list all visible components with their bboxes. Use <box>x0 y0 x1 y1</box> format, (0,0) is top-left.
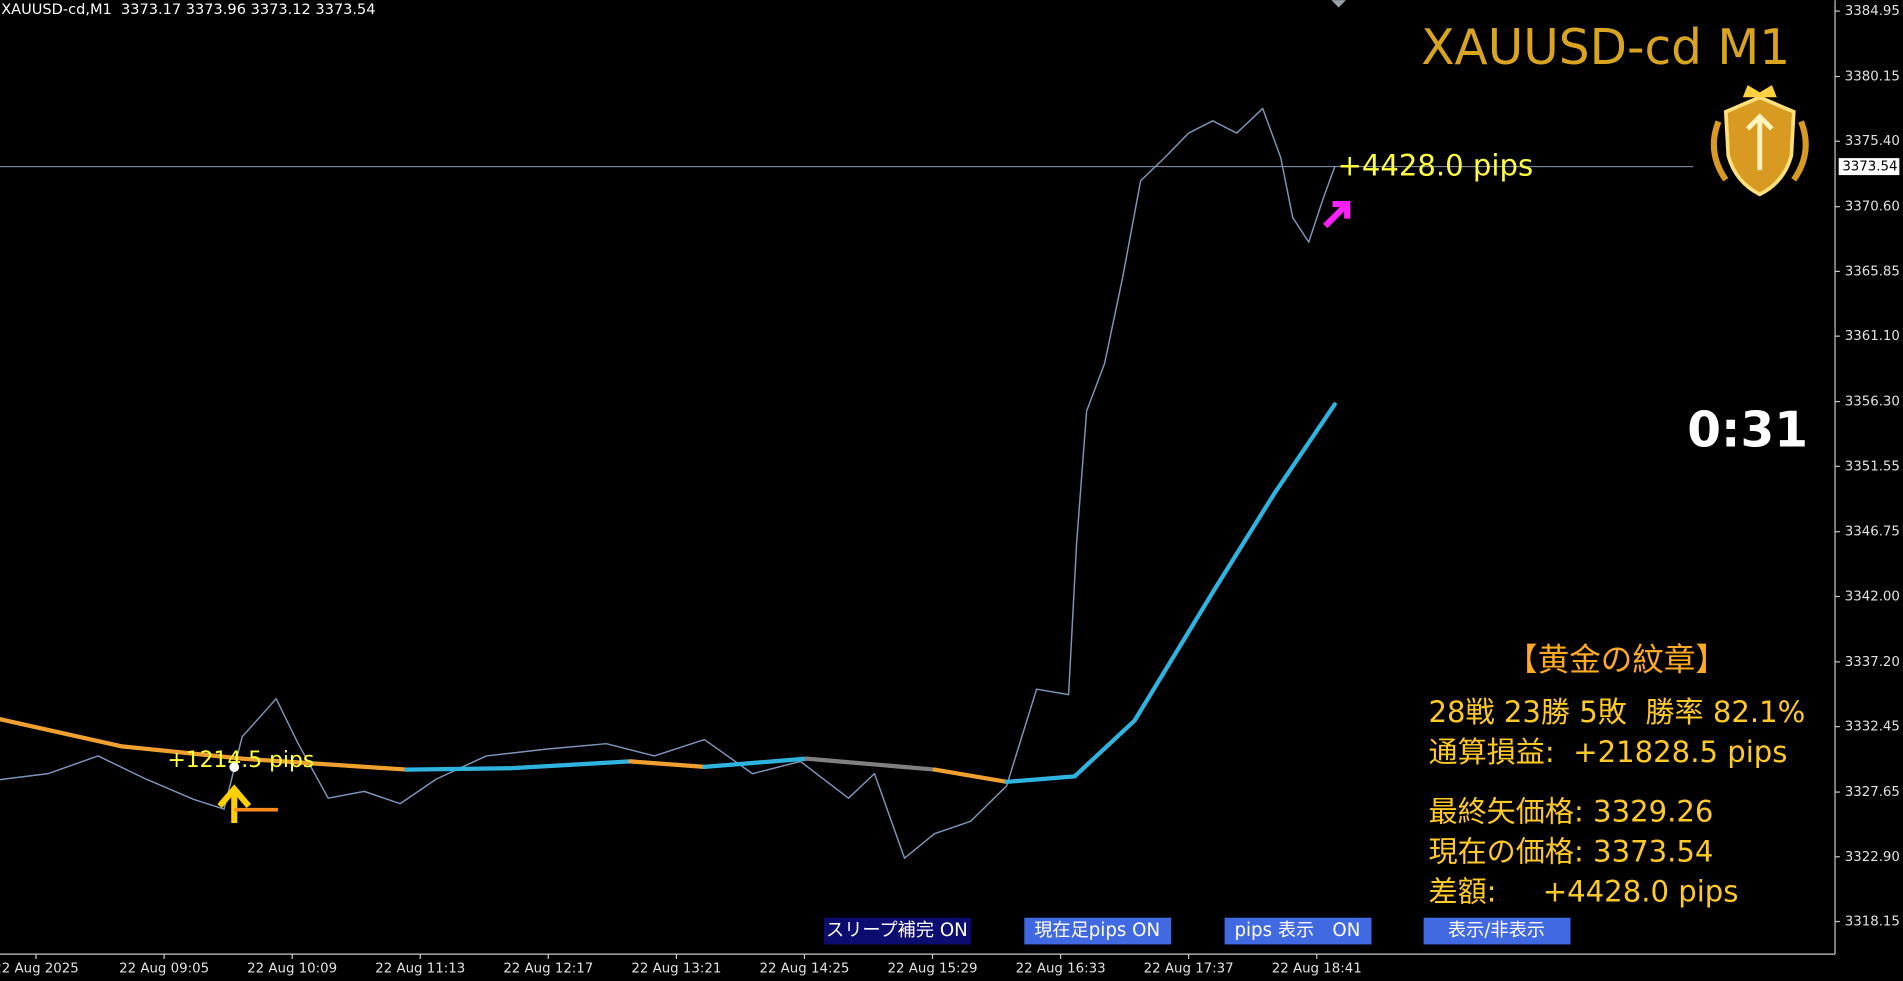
x-tick-label: 22 Aug 09:05 <box>119 962 209 977</box>
x-tick-label: 22 Aug 17:37 <box>1144 962 1234 977</box>
moving-average-line <box>932 767 1009 784</box>
y-tick-label: 3318.15 <box>1845 915 1900 930</box>
y-tick-label: 3375.40 <box>1845 134 1900 149</box>
panel-difference: 差額: +4428.0 pips <box>1428 874 1738 908</box>
moving-average-line <box>0 717 409 772</box>
x-tick-label: 22 Aug 2025 <box>0 962 79 977</box>
shift-marker <box>1331 0 1346 8</box>
panel-total: 通算損益: +21828.5 pips <box>1428 735 1787 769</box>
x-tick-label: 22 Aug 10:09 <box>247 962 337 977</box>
y-tick-label: 3337.20 <box>1845 655 1900 670</box>
x-tick-label: 22 Aug 18:41 <box>1272 962 1362 977</box>
price-line <box>0 107 1336 859</box>
button-bg[interactable] <box>824 917 971 945</box>
x-tick-label: 22 Aug 14:25 <box>759 962 849 977</box>
header-info: XAUUSD-cd,M1 3373.17 3373.96 3373.12 337… <box>1 1 375 18</box>
panel-title: 【黄金の紋章】 <box>1506 643 1727 679</box>
button[interactable]: 表示/非表示 <box>1423 917 1571 945</box>
x-tick-label: 22 Aug 13:21 <box>631 962 721 977</box>
signal-dot <box>229 762 240 773</box>
button-label[interactable]: スリープ補完 ON <box>826 920 968 941</box>
moving-average-line <box>1004 402 1337 784</box>
y-tick-label: 3332.45 <box>1845 720 1900 735</box>
button-label[interactable]: pips 表示 ON <box>1234 920 1360 941</box>
emblem <box>1710 85 1809 197</box>
button[interactable]: pips 表示 ON <box>1224 917 1372 945</box>
x-tick-label: 22 Aug 15:29 <box>888 962 978 977</box>
buy-arrow <box>217 784 252 824</box>
y-tick-label: 3351.55 <box>1845 459 1900 474</box>
pips-annotation: +1214.5 pips <box>167 748 314 773</box>
panel-last-arrow: 最終矢価格: 3329.26 <box>1428 794 1713 828</box>
y-tick-label: 3365.85 <box>1845 264 1900 279</box>
x-tick-label: 22 Aug 16:33 <box>1016 962 1106 977</box>
y-tick-label: 3356.30 <box>1845 395 1900 410</box>
button[interactable]: スリープ補完 ON <box>824 917 971 945</box>
chart-title: XAUUSD-cd M1 <box>1421 20 1790 76</box>
y-tick-label: 3322.90 <box>1845 850 1900 865</box>
button-bg[interactable] <box>1024 917 1172 945</box>
sell-arrow <box>1323 201 1351 229</box>
current-price-box <box>1838 158 1900 176</box>
y-tick-label: 3361.10 <box>1845 329 1900 344</box>
current-price-label: 3373.54 <box>1842 160 1897 175</box>
plot-area <box>0 107 1694 859</box>
y-tick-label: 3370.60 <box>1845 200 1900 215</box>
button[interactable]: 現在足pips ON <box>1024 917 1172 945</box>
y-tick-label: 3342.00 <box>1845 589 1900 604</box>
y-tick-label: 3327.65 <box>1845 785 1900 800</box>
y-tick-label: 3380.15 <box>1845 70 1900 85</box>
button-bg[interactable] <box>1423 917 1571 945</box>
button-label[interactable]: 現在足pips ON <box>1034 920 1160 941</box>
y-tick-label: 3346.75 <box>1845 525 1900 540</box>
moving-average-line <box>702 756 809 769</box>
y-tick-label: 3384.95 <box>1845 4 1900 19</box>
bar-timer: 0:31 <box>1687 402 1808 458</box>
moving-average-line <box>804 756 937 772</box>
x-tick-label: 22 Aug 11:13 <box>375 962 465 977</box>
x-tick-label: 22 Aug 12:17 <box>503 962 593 977</box>
button-bg[interactable] <box>1224 917 1372 945</box>
moving-average-line <box>404 759 633 772</box>
button-label[interactable]: 表示/非表示 <box>1448 920 1545 941</box>
panel-record: 28戦 23勝 5敗 勝率 82.1% <box>1428 695 1805 729</box>
moving-average-line <box>628 759 707 769</box>
panel-current: 現在の価格: 3373.54 <box>1428 834 1713 868</box>
pips-annotation: +4428.0 pips <box>1337 149 1533 183</box>
